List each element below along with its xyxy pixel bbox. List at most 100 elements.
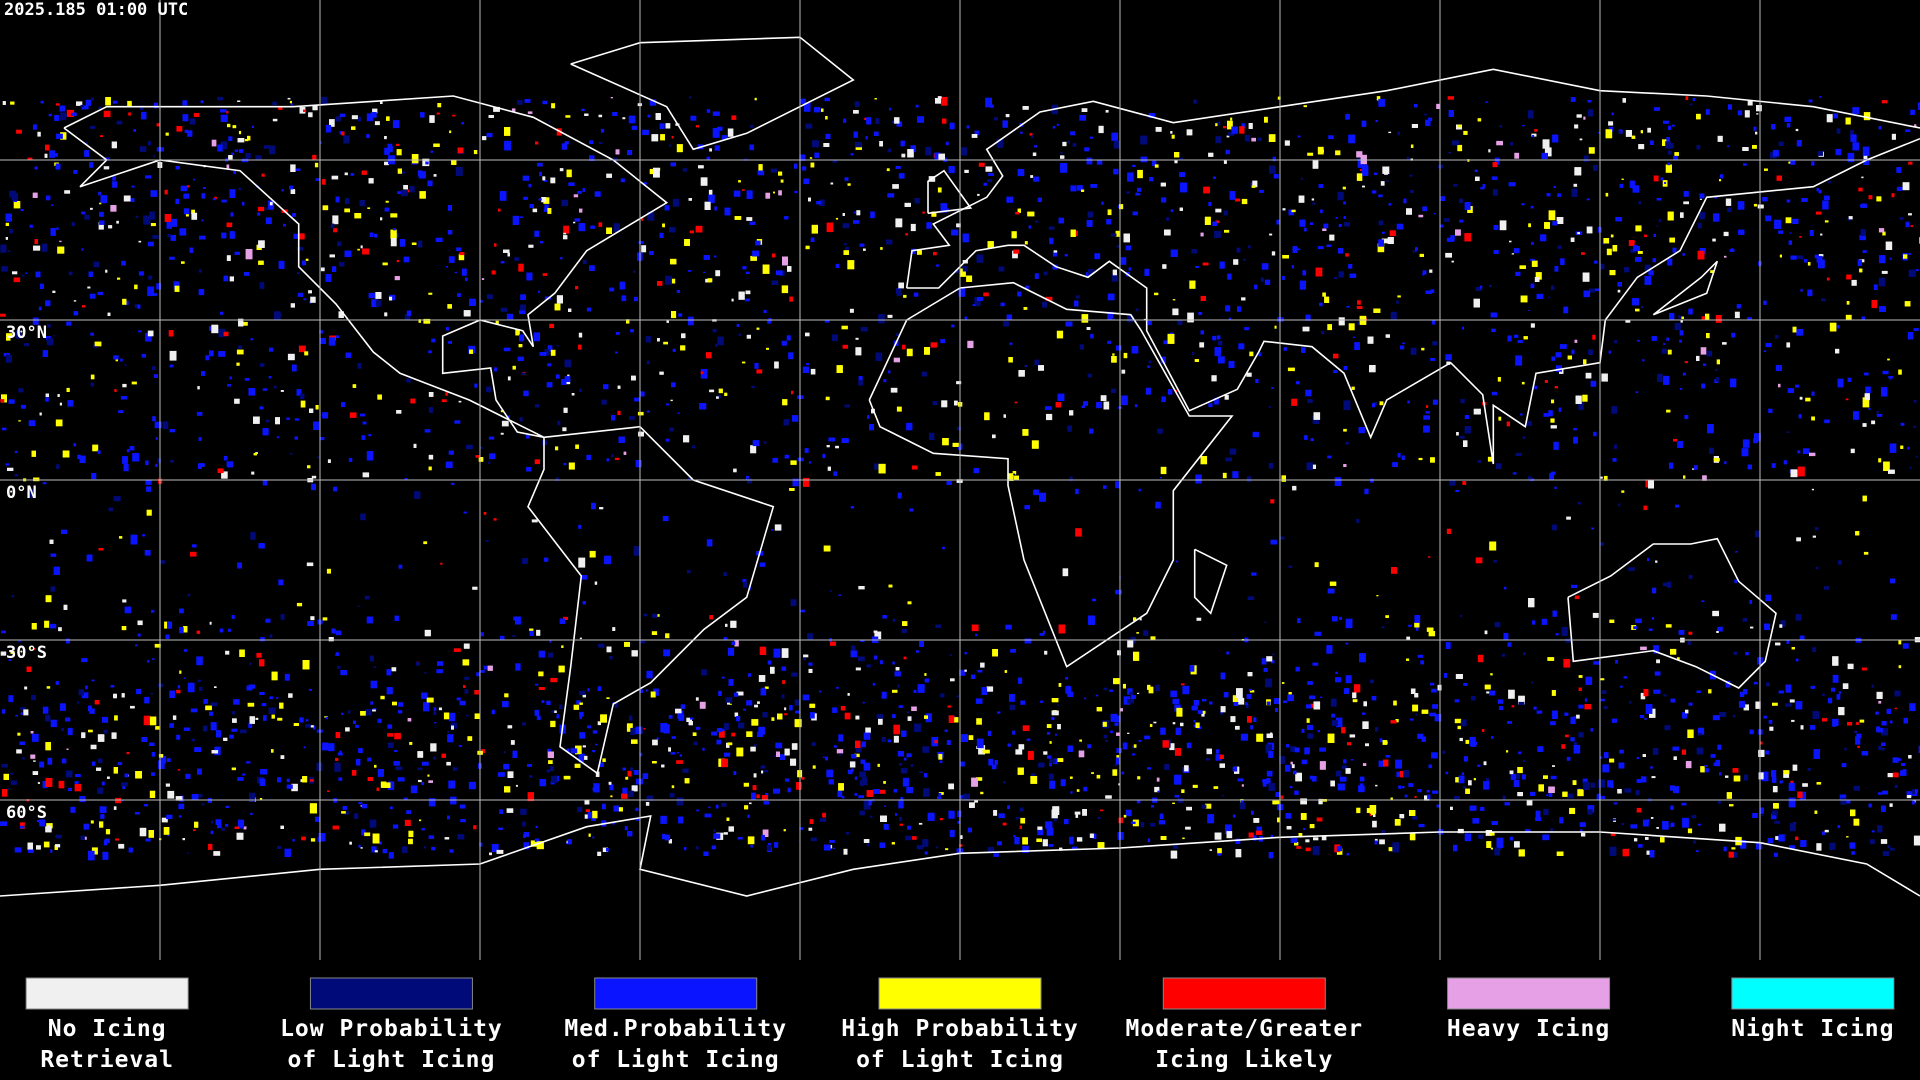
icing-patch — [447, 304, 452, 309]
icing-patch — [1369, 813, 1372, 817]
icing-patch — [1819, 96, 1822, 98]
icing-patch — [723, 572, 728, 576]
icing-patch — [564, 141, 569, 145]
icing-patch — [676, 760, 683, 764]
icing-patch — [1196, 617, 1202, 621]
icing-patch — [332, 266, 337, 272]
icing-patch — [180, 185, 188, 192]
icing-patch — [1410, 347, 1417, 355]
icing-patch — [731, 732, 736, 737]
icing-patch — [139, 146, 147, 153]
icing-patch — [1346, 305, 1350, 308]
icing-patch — [1525, 829, 1531, 833]
icing-patch — [924, 851, 928, 855]
icing-patch — [1453, 844, 1458, 852]
icing-patch — [733, 190, 741, 197]
icing-patch — [804, 448, 809, 453]
icing-patch — [1311, 776, 1317, 782]
icing-patch — [1663, 120, 1669, 124]
icing-patch — [291, 783, 298, 792]
icing-patch — [750, 445, 757, 454]
icing-patch — [1464, 833, 1471, 842]
icing-patch — [598, 141, 603, 145]
icing-patch — [1432, 704, 1438, 709]
icing-patch — [1688, 631, 1693, 635]
icing-patch — [433, 174, 437, 177]
icing-patch — [1730, 378, 1737, 388]
icing-patch — [811, 224, 818, 234]
icing-patch — [1128, 267, 1132, 271]
icing-patch — [1847, 152, 1855, 163]
icing-patch — [522, 821, 526, 827]
icing-patch — [1135, 192, 1138, 194]
icing-patch — [940, 693, 945, 698]
icing-patch — [88, 271, 93, 277]
icing-patch — [683, 435, 690, 443]
icing-patch — [723, 637, 728, 641]
icing-patch — [562, 427, 567, 432]
icing-patch — [122, 599, 127, 603]
icing-patch — [555, 446, 559, 451]
icing-patch — [939, 760, 943, 763]
icing-patch — [1042, 839, 1048, 847]
icing-patch — [1570, 737, 1575, 742]
icing-patch — [1123, 814, 1127, 818]
icing-patch — [643, 728, 646, 730]
icing-patch — [1880, 839, 1888, 844]
icing-patch — [397, 777, 405, 782]
icing-patch — [388, 742, 394, 748]
icing-patch — [1430, 457, 1435, 463]
icing-patch — [1485, 101, 1489, 103]
icing-patch — [1859, 719, 1865, 723]
icing-patch — [1164, 229, 1171, 236]
icing-patch — [1462, 326, 1464, 330]
icing-patch — [99, 211, 104, 217]
icing-patch — [1571, 349, 1575, 355]
icing-patch — [1849, 842, 1856, 849]
icing-patch — [1348, 264, 1353, 269]
icing-patch — [628, 115, 636, 124]
icing-patch — [723, 723, 729, 730]
icing-patch — [703, 271, 706, 273]
icing-patch — [417, 767, 423, 771]
icing-patch — [1853, 411, 1859, 420]
icing-patch — [130, 198, 135, 202]
icing-patch — [170, 235, 176, 241]
icing-patch — [1417, 789, 1422, 793]
icing-patch — [718, 729, 725, 738]
icing-patch — [236, 362, 240, 366]
icing-patch — [883, 379, 887, 383]
icing-patch — [1673, 155, 1679, 161]
icing-patch — [1335, 150, 1341, 156]
icing-patch — [1791, 719, 1795, 722]
icing-patch — [662, 833, 666, 840]
icing-patch — [1906, 795, 1912, 799]
icing-patch — [194, 747, 202, 752]
icing-patch — [1270, 539, 1277, 545]
icing-patch — [721, 802, 727, 807]
icing-patch — [1030, 776, 1038, 784]
icing-patch — [1348, 134, 1355, 144]
icing-patch — [58, 627, 62, 632]
icing-patch — [1281, 682, 1285, 684]
icing-patch — [701, 669, 707, 676]
icing-patch — [214, 686, 217, 688]
icing-patch — [1786, 123, 1791, 128]
icing-patch — [1521, 203, 1525, 206]
icing-patch — [1756, 105, 1762, 112]
icing-patch — [221, 827, 225, 831]
icing-patch — [55, 419, 63, 427]
icing-patch — [939, 818, 943, 821]
icing-patch — [1838, 707, 1845, 716]
icing-patch — [1719, 712, 1727, 717]
icing-patch — [340, 670, 347, 676]
icing-patch — [1226, 651, 1230, 655]
icing-patch — [1528, 598, 1535, 608]
icing-patch — [1799, 396, 1803, 400]
icing-patch — [448, 712, 456, 722]
icing-patch — [1300, 798, 1307, 805]
icing-patch — [1232, 695, 1238, 702]
icing-patch — [679, 754, 682, 757]
icing-patch — [299, 717, 304, 723]
